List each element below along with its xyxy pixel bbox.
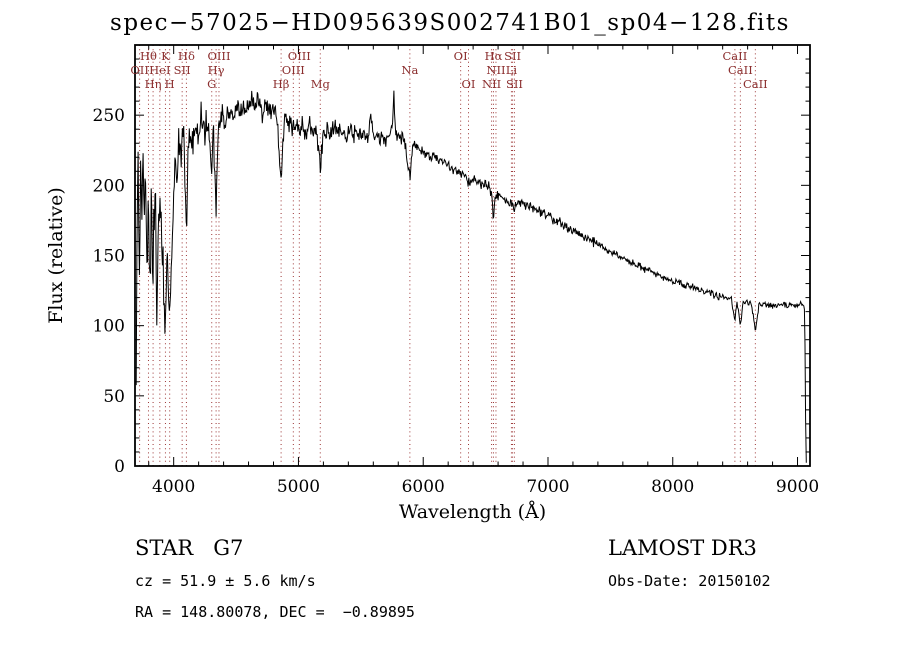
fits-filename-title: spec−57025−HD095639S002741B01_sp04−128.f… [110,10,790,36]
spectral-line-label: HeI [149,63,170,77]
x-tick-label: 4000 [152,477,195,497]
spectral-line-label: NII [482,77,501,91]
y-tick-label: 150 [93,247,125,267]
spectral-line-label: Na [401,63,418,77]
spectral-line-label: OI [454,49,468,63]
redshift-velocity-label: cz = 51.9 ± 5.6 km/s [135,572,316,590]
y-tick-label: 100 [93,317,125,337]
spectral-line-label: K [161,49,170,63]
x-tick-label: 9000 [776,477,819,497]
spectral-line-label: G [207,77,216,91]
ra-dec-label: RA = 148.80078, DEC = −0.89895 [135,603,415,621]
spectral-line-label: Hθ [140,49,157,63]
x-tick-label: 7000 [526,477,569,497]
spectral-line-label: OIII [282,63,305,77]
y-tick-label: 200 [93,176,125,196]
spectral-line-label: Li [506,63,518,77]
survey-release-label: LAMOST DR3 [608,536,757,560]
spectral-line-label: Hδ [178,49,195,63]
spectral-line-label: OIII [288,49,311,63]
spectral-line-markers [139,45,756,466]
x-tick-label: 8000 [651,477,694,497]
spectral-line-label: SII [174,63,191,77]
x-tick-label: 5000 [277,477,320,497]
spectrum-trace [135,90,807,463]
object-class-label: STAR G7 [135,536,244,560]
y-tick-label: 0 [114,457,125,477]
y-tick-label: 50 [103,387,125,407]
spectral-line-label: Hη [145,77,162,91]
spectral-line-label: Hγ [208,63,225,77]
x-tick-labels: 4000 5000 6000 7000 8000 9000 [152,477,819,497]
spectral-line-label: CaII [743,77,768,91]
spectral-line-label: SII [504,49,521,63]
spectral-line-label: NII [486,63,505,77]
x-tick-label: 6000 [402,477,445,497]
spectral-line-label: OIII [207,49,230,63]
spectral-line-label: Mg [311,77,331,91]
spectral-line-label: H [165,77,175,91]
y-axis-title: Flux (relative) [45,187,67,324]
spectral-line-label: OII [130,63,149,77]
y-tick-labels: 0 50 100 150 200 250 [93,106,125,477]
spectral-line-label: CaII [728,63,753,77]
x-axis-title: Wavelength (Å) [399,501,546,523]
spectral-line-label: CaII [723,49,748,63]
y-tick-label: 250 [93,106,125,126]
spectral-line-label: Hα [485,49,503,63]
spectral-line-label: Hβ [273,77,290,91]
axis-ticks [135,45,810,467]
spectral-line-label: SII [506,77,523,91]
spectral-line-label: OI [462,77,476,91]
obs-date-label: Obs-Date: 20150102 [608,572,771,590]
